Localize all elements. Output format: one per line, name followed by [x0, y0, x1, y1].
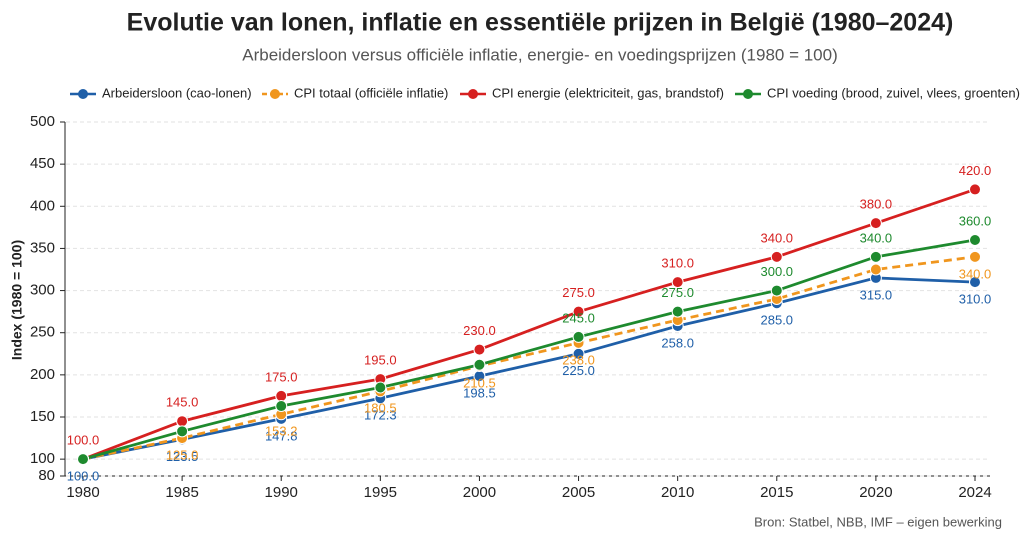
legend-marker	[270, 89, 280, 99]
x-tick-label: 2000	[463, 484, 496, 501]
y-axis-label: Index (1980 = 100)	[9, 240, 25, 360]
data-label: 100.0	[67, 469, 100, 484]
data-point	[176, 415, 189, 428]
data-label: 315.0	[860, 287, 893, 302]
y-tick-label: 350	[30, 239, 55, 256]
data-label: 340.0	[860, 230, 893, 245]
y-tick-label: 300	[30, 282, 55, 299]
data-point	[572, 305, 585, 318]
data-point	[176, 425, 189, 438]
data-label: 275.0	[562, 285, 595, 300]
legend-marker	[468, 89, 478, 99]
data-label: 275.0	[661, 285, 694, 300]
x-tick-label: 2010	[661, 484, 694, 501]
data-label: 175.0	[265, 369, 298, 384]
data-label: 340.0	[761, 230, 794, 245]
legend-label: CPI voeding (brood, zuivel, vlees, groen…	[767, 85, 1020, 100]
data-label: 360.0	[959, 213, 992, 228]
data-label: 198.5	[463, 386, 496, 401]
data-point	[869, 250, 882, 263]
data-label: 123.5	[166, 449, 199, 464]
y-tick-label: 250	[30, 324, 55, 341]
data-point	[969, 234, 981, 246]
data-label: 420.0	[959, 163, 992, 178]
data-point	[869, 217, 882, 230]
data-label: 180.5	[364, 401, 397, 416]
legend-label: CPI energie (elektriciteit, gas, brandst…	[492, 85, 724, 100]
data-point	[77, 453, 89, 466]
data-label: 238.0	[562, 352, 595, 367]
chart-title: Evolutie van lonen, inflatie en essentië…	[127, 9, 954, 37]
data-label: 145.0	[166, 395, 199, 410]
x-tick-label: 1990	[265, 484, 298, 501]
chart-subtitle: Arbeidersloon versus officiële inflatie,…	[242, 45, 838, 64]
source-note: Bron: Statbel, NBB, IMF – eigen bewerkin…	[754, 514, 1002, 529]
y-tick-label: 200	[30, 366, 55, 383]
data-label: 310.0	[959, 292, 992, 307]
data-point	[969, 250, 981, 263]
series-line	[82, 276, 976, 461]
data-label: 258.0	[661, 335, 694, 350]
data-point	[969, 276, 981, 289]
data-point	[869, 263, 882, 276]
data-label: 225.0	[562, 363, 595, 378]
x-tick-label: 2005	[562, 484, 595, 501]
x-tick-label: 1985	[165, 484, 198, 501]
legend-label: Arbeidersloon (cao-lonen)	[102, 85, 252, 100]
series-line	[82, 188, 976, 461]
data-point	[473, 343, 486, 356]
data-label: 380.0	[860, 197, 893, 212]
series-line	[82, 255, 976, 461]
legend-label: CPI totaal (officiële inflatie)	[294, 85, 448, 100]
data-point	[671, 276, 684, 289]
data-label: 125.0	[166, 448, 199, 463]
data-point	[770, 250, 783, 263]
x-tick-label: 1980	[66, 484, 99, 501]
legend-marker	[78, 89, 88, 99]
data-label: 195.0	[364, 353, 397, 368]
x-tick-label: 2020	[859, 484, 892, 501]
data-label: 147.8	[265, 428, 298, 443]
y-tick-label: 500	[30, 113, 55, 130]
data-point	[374, 381, 387, 394]
data-label: 153.2	[265, 424, 298, 439]
series-line	[82, 238, 976, 461]
x-tick-label: 2024	[958, 484, 991, 501]
data-label: 100.0	[67, 433, 100, 448]
data-point	[275, 400, 288, 413]
x-tick-label: 2015	[760, 484, 793, 501]
x-tick-label: 1995	[364, 484, 397, 501]
data-label: 210.5	[463, 375, 496, 390]
data-label: 310.0	[661, 256, 694, 271]
y-tick-label: 450	[30, 155, 55, 172]
y-tick-label: 100	[30, 450, 55, 467]
data-point	[572, 330, 585, 343]
data-label: 230.0	[463, 323, 496, 338]
data-label: 340.0	[959, 266, 992, 281]
data-label: 300.0	[761, 264, 794, 279]
data-label: 245.0	[562, 310, 595, 325]
y-tick-label: 80	[38, 467, 55, 484]
y-tick-label: 150	[30, 408, 55, 425]
data-point	[473, 358, 486, 371]
legend-marker	[743, 89, 753, 99]
data-label: 172.3	[364, 408, 397, 423]
data-point	[770, 284, 783, 297]
y-tick-label: 400	[30, 197, 55, 214]
data-point	[671, 305, 684, 318]
data-label: 285.0	[761, 313, 794, 328]
data-point	[275, 389, 288, 402]
data-point	[969, 183, 981, 196]
